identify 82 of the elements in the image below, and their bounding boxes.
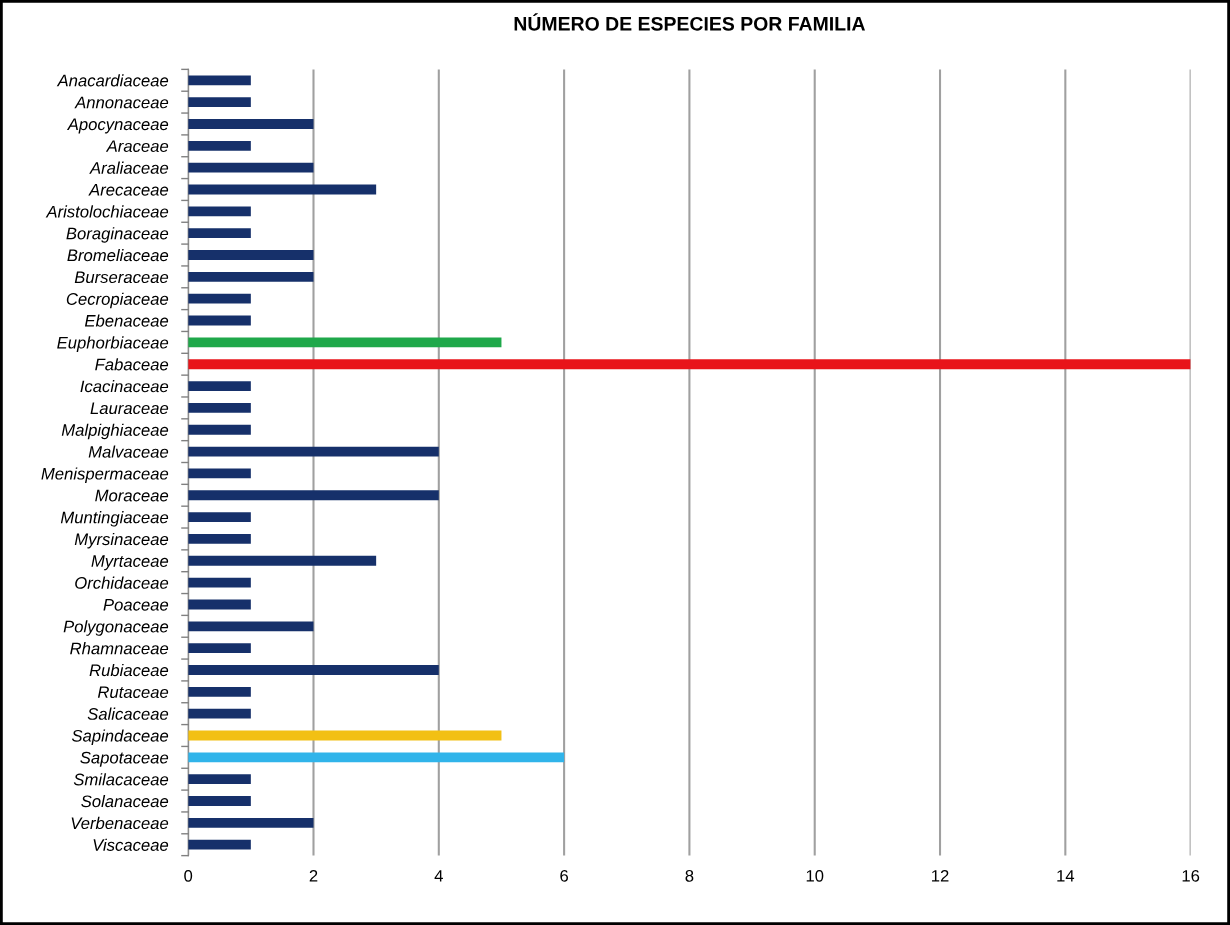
y-tick-label: Apocynaceae	[66, 118, 169, 134]
bar	[188, 206, 251, 217]
bar	[188, 184, 377, 195]
bar	[188, 534, 251, 544]
bar	[188, 250, 314, 260]
bar	[188, 665, 439, 675]
chart-title: NÚMERO DE ESPECIES POR FAMILIA	[514, 13, 865, 31]
y-tick-label: Arecaceae	[88, 184, 169, 196]
y-tick-label: Polygonaceae	[63, 620, 169, 636]
bar	[188, 162, 314, 173]
bar	[188, 643, 251, 654]
y-tick-label: Sapindaceae	[71, 729, 169, 745]
bar	[188, 555, 377, 566]
bar	[188, 599, 251, 610]
bar	[188, 119, 314, 129]
y-tick-label: Euphorbiaceae	[57, 336, 169, 352]
bar	[188, 621, 314, 632]
y-tick-label: Moraceae	[95, 489, 169, 502]
y-tick-label: Lauraceae	[90, 402, 169, 415]
y-tick-label: Rhamnaceae	[70, 642, 169, 655]
y-tick-label: Orchidaceae	[75, 576, 169, 589]
y-tick-label: Araceae	[105, 140, 169, 153]
y-tick-label: Icacinaceae	[80, 380, 169, 393]
x-tick-label: 4	[434, 870, 443, 882]
bar	[188, 468, 251, 479]
bar	[188, 337, 502, 348]
bar	[188, 424, 251, 435]
bar	[188, 796, 251, 806]
y-tick-label: Myrtaceae	[91, 555, 169, 571]
x-tick-label: 6	[560, 869, 569, 882]
bar	[188, 708, 251, 719]
y-tick-label: Ebenaceae	[84, 314, 169, 327]
bar	[188, 228, 251, 239]
y-tick-label: Menispermaceae	[41, 467, 169, 483]
y-tick-label: Aristolochiaceae	[45, 205, 169, 218]
x-tick-label: 0	[184, 869, 193, 882]
y-tick-label: Sapotaceae	[80, 751, 169, 767]
y-tick-label: Annonaceae	[74, 96, 169, 109]
y-tick-label: Poaceae	[103, 599, 169, 611]
bar	[188, 271, 314, 282]
bar	[188, 752, 565, 763]
bar	[188, 686, 251, 697]
bar	[188, 512, 251, 523]
y-tick-label: Malvaceae	[88, 445, 169, 458]
bar	[188, 839, 251, 850]
bar	[188, 140, 251, 151]
y-tick-label: Salicaceae	[87, 707, 169, 720]
bar	[188, 75, 251, 86]
bar	[188, 730, 502, 741]
bar	[188, 490, 439, 501]
y-tick-label: Malpighiaceae	[61, 423, 169, 440]
y-tick-label: Muntingiaceae	[60, 511, 169, 527]
bar	[188, 774, 251, 785]
y-tick-label: Cecropiaceae	[66, 292, 169, 309]
y-tick-label: Bromeliaceae	[67, 248, 169, 262]
y-tick-label: Solanaceae	[81, 794, 169, 808]
y-tick-label: Viscaceae	[93, 838, 169, 851]
y-tick-label: Araliaceae	[89, 161, 169, 174]
bar	[188, 817, 314, 828]
y-tick-label: Rubiaceae	[89, 663, 169, 677]
bar	[188, 293, 251, 304]
x-tick-label: 2	[309, 869, 318, 882]
bar	[188, 97, 251, 108]
x-tick-label: 8	[685, 869, 694, 882]
bar	[188, 381, 251, 391]
y-tick-label: Fabaceae	[95, 358, 169, 371]
bar	[188, 577, 251, 588]
y-tick-label: Boraginaceae	[66, 227, 169, 243]
y-tick-label: Myrsinaceae	[74, 532, 169, 549]
y-tick-label: Burseraceae	[74, 271, 169, 284]
y-tick-label: Rutaceae	[97, 686, 169, 699]
bar	[188, 446, 439, 457]
y-tick-label: Anacardiaceae	[56, 74, 169, 87]
x-tick-label: 16	[1182, 869, 1200, 882]
x-tick-label: 12	[932, 869, 949, 882]
bar	[188, 315, 251, 326]
bar	[188, 359, 1191, 370]
bar	[188, 402, 251, 413]
x-tick-label: 10	[806, 869, 824, 882]
y-tick-label: Smilacaceae	[73, 773, 169, 786]
y-tick-label: Verbenaceae	[71, 816, 169, 830]
x-tick-label: 14	[1057, 870, 1075, 882]
